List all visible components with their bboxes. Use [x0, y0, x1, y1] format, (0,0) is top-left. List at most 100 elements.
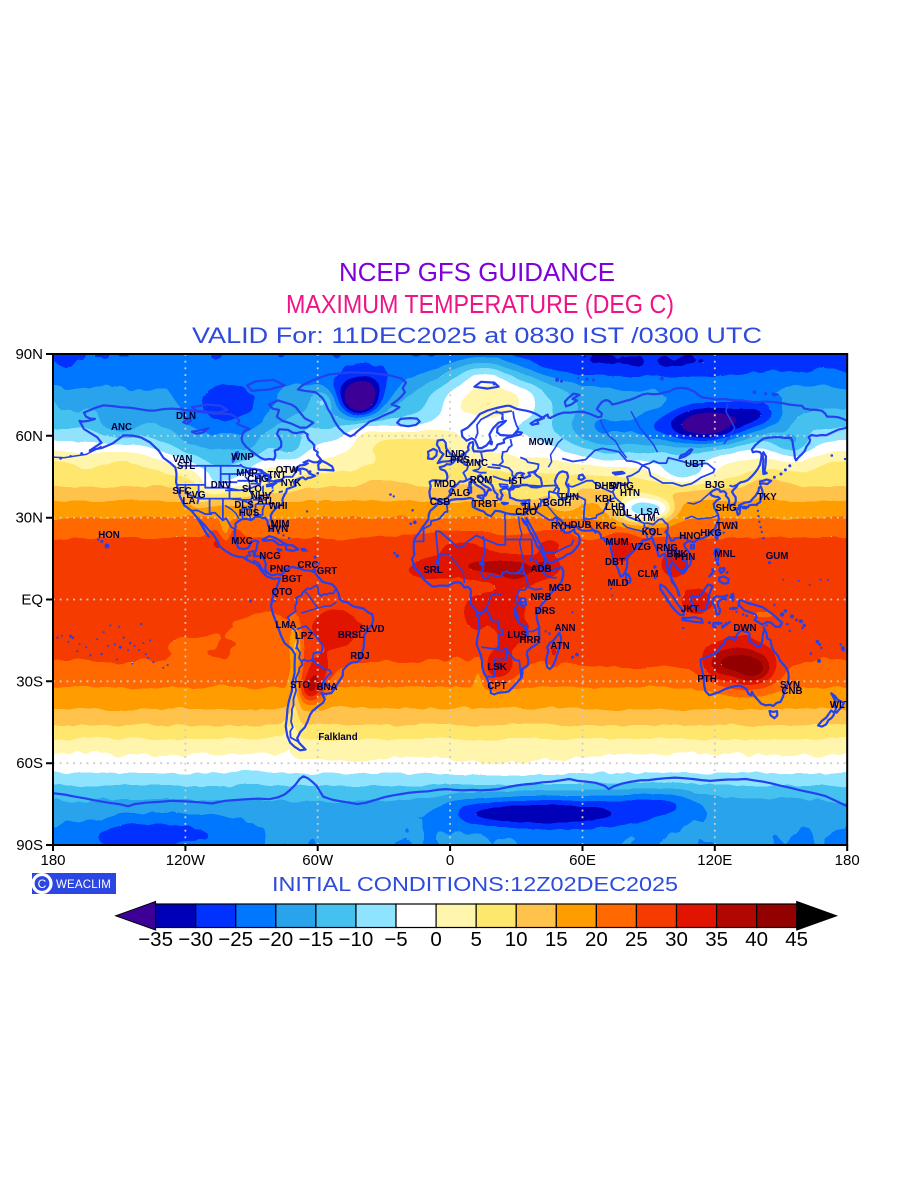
svg-text:HVN: HVN: [268, 524, 288, 535]
svg-text:LUS: LUS: [507, 630, 527, 641]
svg-text:SRL: SRL: [423, 565, 442, 576]
svg-text:WLT: WLT: [830, 700, 850, 711]
svg-text:NRB: NRB: [531, 592, 552, 603]
svg-text:ANN: ANN: [555, 623, 576, 634]
svg-text:SFC: SFC: [172, 486, 191, 497]
svg-text:ADB: ADB: [531, 564, 552, 575]
svg-text:WNP: WNP: [231, 452, 254, 463]
svg-text:BNK: BNK: [667, 549, 688, 560]
svg-text:HKG: HKG: [700, 528, 722, 539]
svg-text:HTN: HTN: [620, 488, 640, 499]
svg-text:LHR: LHR: [605, 502, 625, 513]
svg-text:HRR: HRR: [520, 635, 541, 646]
svg-text:−5: −5: [384, 928, 407, 951]
svg-text:LND: LND: [445, 449, 465, 460]
svg-text:LSA: LSA: [640, 507, 659, 518]
svg-text:ANC: ANC: [111, 422, 132, 433]
svg-text:VZG: VZG: [631, 542, 651, 553]
svg-text:THN: THN: [559, 492, 579, 503]
svg-text:35: 35: [705, 928, 728, 951]
svg-text:MXC: MXC: [231, 536, 253, 547]
svg-text:SYN: SYN: [780, 680, 800, 691]
svg-text:VALID For: 11DEC2025 at 08: VALID For: 11DEC2025 at 0830 IST /0300 U…: [192, 323, 762, 348]
svg-text:NCEP GFS GUIDANCE: NCEP GFS GUIDANCE: [339, 257, 615, 287]
svg-text:BRSL: BRSL: [338, 630, 364, 641]
svg-text:−20: −20: [258, 928, 293, 951]
svg-text:BJG: BJG: [705, 480, 725, 491]
svg-text:TKY: TKY: [757, 492, 777, 503]
svg-text:−10: −10: [339, 928, 374, 951]
svg-text:CHG: CHG: [247, 474, 269, 485]
svg-text:INITIAL CONDITIONS:12Z02DEC20: INITIAL CONDITIONS:12Z02DEC2025: [272, 873, 678, 896]
svg-text:MIM: MIM: [271, 519, 290, 530]
svg-text:RNG: RNG: [656, 543, 678, 554]
svg-text:DRS: DRS: [535, 606, 556, 617]
svg-text:PNC: PNC: [270, 564, 290, 575]
svg-text:MNC: MNC: [466, 458, 488, 469]
svg-text:DBT: DBT: [605, 557, 625, 568]
svg-text:LMA: LMA: [276, 620, 297, 631]
svg-text:60S: 60S: [16, 755, 43, 772]
svg-text:MLD: MLD: [608, 578, 629, 589]
svg-text:DWN: DWN: [733, 623, 756, 634]
svg-text:HNO: HNO: [679, 531, 701, 542]
svg-text:MAXIMUM TEMPERATURE (DEG C): MAXIMUM TEMPERATURE (DEG C): [286, 289, 674, 319]
svg-text:−25: −25: [218, 928, 253, 951]
svg-text:30S: 30S: [16, 673, 43, 690]
svg-text:180: 180: [40, 852, 65, 869]
svg-text:BGDH: BGDH: [543, 498, 572, 509]
svg-text:ATN: ATN: [550, 641, 569, 652]
svg-text:IST: IST: [508, 476, 523, 487]
svg-text:DHB: DHB: [595, 481, 616, 492]
svg-text:120E: 120E: [697, 852, 732, 869]
svg-text:NYK: NYK: [281, 478, 301, 489]
svg-text:40: 40: [745, 928, 768, 951]
svg-text:KOL: KOL: [642, 527, 663, 538]
svg-text:BNA: BNA: [317, 682, 338, 693]
svg-text:Falkland: Falkland: [318, 732, 357, 743]
svg-text:SHG: SHG: [716, 503, 737, 514]
svg-text:60W: 60W: [302, 852, 334, 869]
svg-text:ALG: ALG: [450, 488, 470, 499]
svg-text:60N: 60N: [15, 428, 43, 445]
svg-text:KRC: KRC: [596, 521, 617, 532]
svg-text:RYH: RYH: [551, 521, 571, 532]
svg-text:45: 45: [785, 928, 808, 951]
svg-text:CPT: CPT: [487, 681, 506, 692]
svg-text:STL: STL: [177, 461, 195, 472]
svg-text:MDD: MDD: [434, 479, 456, 490]
svg-text:OTW: OTW: [276, 465, 299, 476]
svg-text:TNT: TNT: [268, 470, 287, 481]
svg-text:CRO: CRO: [515, 507, 537, 518]
svg-text:NCG: NCG: [259, 551, 281, 562]
svg-text:BGT: BGT: [282, 574, 303, 585]
svg-text:TWN: TWN: [716, 521, 738, 532]
svg-text:60E: 60E: [569, 852, 596, 869]
svg-text:VAN: VAN: [173, 454, 193, 465]
svg-text:ROM: ROM: [470, 475, 493, 486]
svg-text:WHG: WHG: [610, 481, 634, 492]
svg-text:CRC: CRC: [298, 560, 319, 571]
svg-text:HON: HON: [98, 530, 120, 541]
svg-text:MOW: MOW: [529, 437, 555, 448]
svg-text:WHI: WHI: [269, 501, 288, 512]
svg-text:SLVD: SLVD: [359, 624, 384, 635]
svg-text:JKT: JKT: [681, 604, 699, 615]
svg-text:TLV: TLV: [522, 502, 540, 513]
svg-text:ATL: ATL: [257, 496, 275, 507]
svg-text:UBT: UBT: [685, 459, 705, 470]
svg-text:DNV: DNV: [211, 480, 232, 491]
svg-text:SLO: SLO: [242, 484, 262, 495]
svg-text:30: 30: [665, 928, 688, 951]
svg-text:CNB: CNB: [782, 686, 803, 697]
svg-text:PTH: PTH: [697, 674, 716, 685]
svg-text:90N: 90N: [15, 346, 43, 363]
svg-text:0: 0: [430, 928, 441, 951]
svg-text:LVG: LVG: [186, 490, 205, 501]
svg-text:MGD: MGD: [549, 583, 572, 594]
svg-text:30N: 30N: [15, 510, 43, 527]
svg-text:LA: LA: [183, 496, 196, 507]
svg-text:EQ: EQ: [21, 592, 43, 609]
svg-text:LPZ: LPZ: [295, 631, 313, 642]
svg-text:DLN: DLN: [176, 411, 196, 422]
